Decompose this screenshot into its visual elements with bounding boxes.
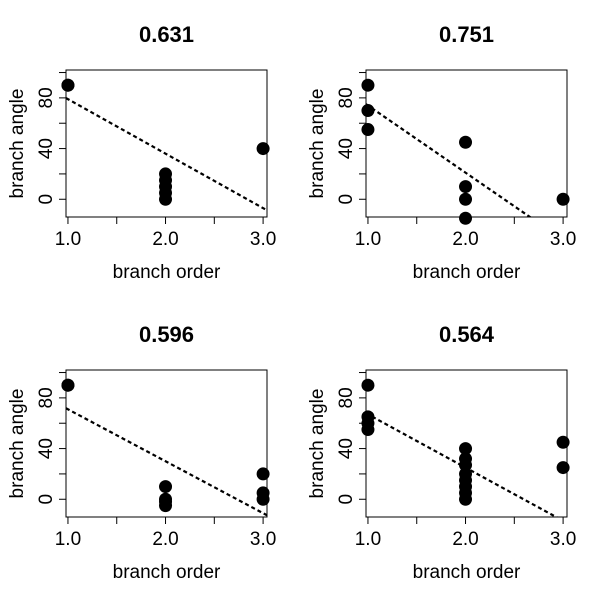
data-point	[459, 442, 473, 456]
x-axis-label: branch order	[413, 562, 521, 583]
y-tick-label: 80	[36, 387, 57, 408]
plot-frame	[365, 69, 568, 218]
data-point	[556, 192, 570, 206]
panel-title: 0.564	[439, 322, 495, 347]
data-point	[61, 378, 75, 392]
x-tick-label: 3.0	[250, 229, 276, 250]
data-point	[361, 378, 375, 392]
fit-line	[366, 103, 532, 217]
scatter-panel-2: 0.751 1.0 2.0 3.0 0 40 80 branch order branch an…	[307, 22, 576, 283]
data-point	[556, 461, 570, 475]
data-point	[256, 142, 270, 156]
y-tick-label: 0	[36, 494, 57, 505]
panel-title: 0.631	[139, 22, 194, 47]
y-tick-label: 80	[336, 387, 357, 408]
plot-frame	[65, 369, 268, 518]
y-tick-label: 40	[36, 438, 57, 459]
fit-line	[66, 407, 267, 517]
fit-line	[66, 97, 267, 212]
data-point	[459, 492, 473, 506]
y-axis-label: branch angle	[307, 89, 328, 199]
x-tick-label: 3.0	[550, 529, 576, 550]
data-point	[459, 135, 473, 149]
x-tick-label: 2.0	[452, 529, 478, 550]
data-point	[556, 435, 570, 449]
x-tick-label: 1.0	[55, 229, 81, 250]
x-tick-label: 1.0	[55, 529, 81, 550]
y-tick-label: 40	[336, 438, 357, 459]
y-tick-label: 40	[36, 138, 57, 159]
x-tick-label: 2.0	[452, 229, 478, 250]
y-axis-label: branch angle	[7, 89, 28, 199]
panel-title: 0.751	[439, 22, 494, 47]
data-point	[361, 123, 375, 137]
y-tick-label: 80	[336, 87, 357, 108]
data-point	[61, 78, 75, 92]
y-tick-label: 40	[336, 138, 357, 159]
data-point	[459, 192, 473, 206]
plot-frame	[65, 69, 268, 218]
x-tick-label: 3.0	[250, 529, 276, 550]
plot-frame	[365, 369, 568, 518]
x-tick-label: 1.0	[355, 529, 381, 550]
scatter-panel-4: 0.564 1.0 2.0 3.0 0 40 80 branch order branch an…	[307, 322, 576, 583]
data-point	[361, 104, 375, 118]
data-point	[459, 180, 473, 194]
scatter-panel-3: 0.596 1.0 2.0 3.0 0 40 80 branch order branch an…	[7, 322, 276, 583]
data-point	[256, 492, 270, 506]
y-tick-label: 80	[36, 87, 57, 108]
y-tick-label: 0	[336, 494, 357, 505]
x-tick-label: 1.0	[355, 229, 381, 250]
y-tick-label: 0	[36, 194, 57, 205]
x-axis-label: branch order	[113, 562, 221, 583]
data-point	[361, 78, 375, 92]
x-axis-label: branch order	[113, 262, 221, 283]
y-axis-label: branch angle	[307, 389, 328, 499]
data-point	[256, 467, 270, 481]
data-point	[159, 480, 173, 494]
data-point	[159, 499, 173, 513]
y-axis-label: branch angle	[7, 389, 28, 499]
x-axis-label: branch order	[413, 262, 521, 283]
x-tick-label: 3.0	[550, 229, 576, 250]
y-tick-label: 0	[336, 194, 357, 205]
scatter-panel-1: 0.631 1.0 2.0 3.0 0 40 80 branch order branch an…	[7, 22, 276, 283]
data-point	[159, 167, 173, 181]
data-point	[361, 423, 375, 437]
x-tick-label: 2.0	[152, 529, 178, 550]
panel-title: 0.596	[139, 322, 194, 347]
x-tick-label: 2.0	[152, 229, 178, 250]
